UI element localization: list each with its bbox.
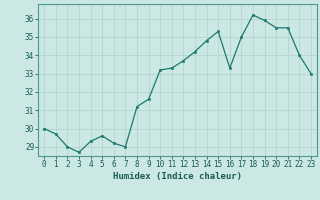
X-axis label: Humidex (Indice chaleur): Humidex (Indice chaleur) — [113, 172, 242, 181]
